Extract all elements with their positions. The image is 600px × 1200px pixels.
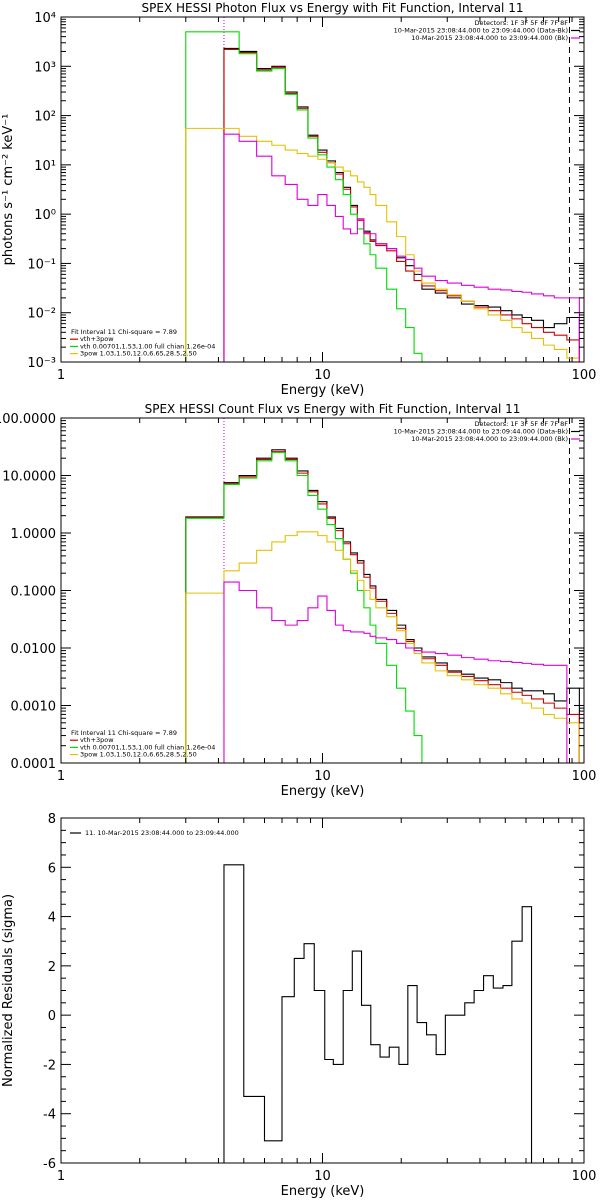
y-tick-label: 0.0001 [11, 757, 57, 772]
y-tick-label: 0.0010 [11, 700, 57, 715]
y-tick-label: 4 [48, 911, 56, 926]
legend-bottom-line: Fit Interval 11 Chi-square = 7.89 [71, 729, 177, 737]
legend-top-line: 10-Mar-2015 23:08:44.000 to 23:09:44.000… [411, 435, 568, 443]
legend-inner-text: 11. 10-Mar-2015 23:08:44.000 to 23:09:44… [85, 829, 239, 837]
series-4-line [185, 531, 580, 763]
y-tick-label: 100.0000 [0, 412, 56, 427]
y-tick-label: -4 [43, 1108, 56, 1123]
y-tick-label: 1.0000 [11, 527, 57, 542]
legend-top-line: 10-Mar-2015 23:08:44.000 to 23:09:44.000… [411, 34, 568, 42]
legend-bottom-line: 3pow 1.03,1.50,12.0,6.65,28.5,2.50 [80, 751, 197, 759]
y-tick-label: 2 [48, 960, 56, 975]
y-axis-label: Normalized Residuals (sigma) [1, 894, 16, 1087]
y-tick-label: 6 [48, 861, 56, 876]
x-axis-label: Energy (keV) [281, 1184, 365, 1199]
legend-bottom-line: 3pow 1.03,1.50,12.0,6.65,28.5,2.50 [80, 350, 197, 358]
chart-title: SPEX HESSI Photon Flux vs Energy with Fi… [142, 1, 524, 15]
legend-bottom-line: vth 0.00701,1.53,1.00 full chian 1.26e-0… [80, 743, 215, 751]
legend-top-line: 10-Mar-2015 23:08:44.000 to 23:09:44.000… [394, 27, 568, 35]
x-tick-label: 10 [314, 769, 331, 784]
x-axis-label: Energy (keV) [281, 383, 365, 398]
y-tick-label: 10⁴ [34, 11, 56, 26]
series-5-line [223, 581, 580, 763]
y-tick-label: 10⁻² [27, 307, 56, 322]
panel-1: 1 10 100 10⁻³ 10⁻² 10⁻¹ 10⁰ 10¹ 10² 10³ 10⁴ SPEX HE… [1, 1, 596, 398]
x-tick-label: 1 [57, 769, 65, 784]
legend-bottom-line: vth+3pow [80, 335, 114, 343]
x-tick-label: 100 [572, 368, 597, 383]
series-1-line [185, 449, 580, 763]
series-1-line [223, 47, 580, 362]
y-tick-label: -2 [43, 1058, 56, 1073]
chart-title: SPEX HESSI Count Flux vs Energy with Fit… [145, 402, 521, 416]
plot-area [185, 418, 580, 763]
y-axis-label: photons s⁻¹ cm⁻² keV⁻¹ [1, 114, 16, 266]
y-tick-label: 10.0000 [2, 470, 56, 485]
series-1-line [223, 864, 533, 1163]
x-tick-label: 100 [572, 769, 597, 784]
legend-top-line: Detectors: 1F 3F 5F 6F 7F 8F [474, 19, 568, 27]
plot-area [223, 864, 533, 1163]
y-tick-label: 10⁻¹ [27, 257, 56, 272]
y-tick-label: 8 [48, 812, 56, 827]
x-axis-label: Energy (keV) [281, 784, 365, 799]
plot-area [185, 17, 580, 362]
y-tick-label: 0 [48, 1009, 56, 1024]
series-3-line [185, 31, 436, 362]
series-4-line [185, 127, 580, 362]
legend-bottom-line: Fit Interval 11 Chi-square = 7.89 [71, 328, 177, 336]
y-tick-label: 10³ [34, 60, 56, 75]
y-tick-label: 0.0100 [11, 642, 57, 657]
y-tick-label: 10⁻³ [27, 356, 56, 371]
panel-2: 1 10 100 0.0001 0.0010 0.0100 0.1000 1.0000 10.0… [0, 402, 596, 799]
panel-3: 1 10 100 -6 -4 -2 0 2 4 6 8 Energy (keV) Normalized … [1, 812, 596, 1199]
legend-top-line: Detectors: 1F 3F 5F 6F 7F 8F [474, 420, 568, 428]
x-tick-label: 100 [572, 1169, 597, 1184]
series-2-line [223, 48, 580, 362]
series-5-line [223, 133, 580, 362]
axes-frame [60, 417, 585, 764]
x-tick-label: 10 [314, 1169, 331, 1184]
y-tick-label: -6 [43, 1157, 56, 1172]
legend-top-line: 10-Mar-2015 23:08:44.000 to 23:09:44.000… [394, 428, 568, 436]
x-tick-label: 1 [57, 1169, 65, 1184]
y-tick-label: 10² [34, 110, 56, 125]
legend-bottom-line: vth+3pow [80, 736, 114, 744]
x-tick-label: 1 [57, 368, 65, 383]
y-tick-label: 10⁰ [34, 208, 56, 223]
y-tick-label: 10¹ [34, 159, 56, 174]
legend-bottom-line: vth 0.00701,1.53,1.00 full chian 1.26e-0… [80, 342, 215, 350]
y-tick-label: 0.1000 [11, 585, 57, 600]
x-tick-label: 10 [314, 368, 331, 383]
series-3-line [185, 452, 436, 763]
